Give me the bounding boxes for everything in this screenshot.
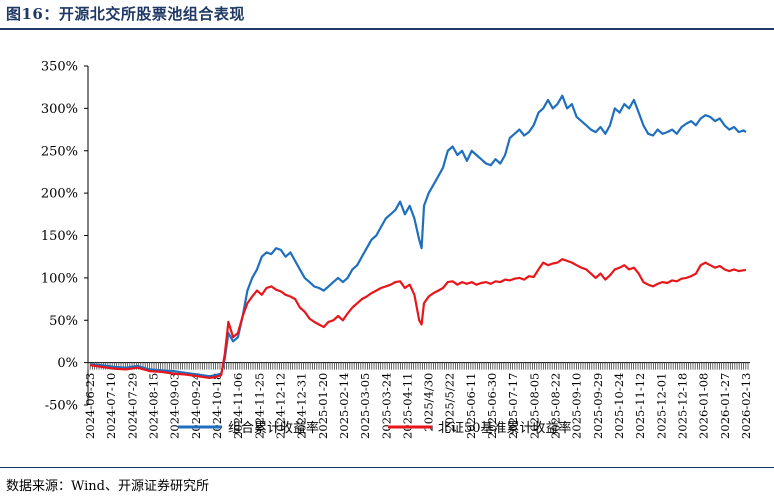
x-tick-label: 2026-02-13 xyxy=(739,373,753,439)
x-tick-label: 2025-10-24 xyxy=(612,373,626,439)
x-tick-label: 2025-12-01 xyxy=(654,373,668,439)
legend-label-1: 组合累计收益率 xyxy=(228,420,319,436)
figure-title: 图16：开源北交所股票池组合表现 xyxy=(6,5,245,23)
x-tick-label: 2025-08-05 xyxy=(527,373,541,439)
series-line-1 xyxy=(89,94,747,378)
x-tick-label: 2025-01-20 xyxy=(316,373,330,439)
x-tick-label: 2024-09-24 xyxy=(189,373,203,439)
y-tick-label: -50% xyxy=(45,399,78,414)
y-tick-label: 200% xyxy=(41,187,78,202)
x-tick-label: 2025-04-11 xyxy=(400,373,414,439)
x-tick-label: 2024-11-25 xyxy=(252,373,266,439)
x-tick-label: 2026-01-27 xyxy=(718,373,732,439)
x-tick-label: 2025-12-18 xyxy=(676,373,690,439)
source-rule xyxy=(0,467,774,468)
x-tick-label: 2024-07-10 xyxy=(104,373,118,439)
x-tick-label: 2025-09-10 xyxy=(570,373,584,439)
series-line-2 xyxy=(89,258,746,379)
x-axis: 2024-06-23 2024-07-10 2024-07-29 2024-08-15… xyxy=(83,362,753,439)
legend: 组合累计收益率 北证50基准累计收益率 xyxy=(178,420,572,436)
y-tick-label: 300% xyxy=(41,102,78,117)
x-tick-label: 2025-03-24 xyxy=(379,373,393,439)
x-tick-label: 2024-08-15 xyxy=(146,373,160,439)
x-tick-label: 2024-06-23 xyxy=(83,373,97,439)
x-tick-label: 2026-01-08 xyxy=(697,373,711,439)
y-tick-label: 250% xyxy=(41,144,78,159)
y-axis: 350% 300% 250% 200% 150% 100% 50% 0% -50% xyxy=(41,60,89,414)
x-tick-label: 2024-10-18 xyxy=(210,373,224,439)
x-tick-label: 2025-11-12 xyxy=(633,373,647,439)
x-tick-label: 2025-06-11 xyxy=(464,373,478,439)
x-tick-label: 2024-12-12 xyxy=(273,373,287,439)
line-chart: 350% 300% 250% 200% 150% 100% 50% 0% -50% 2024-0… xyxy=(41,60,753,439)
x-tick-label: 2024-12-31 xyxy=(295,373,309,439)
x-tick-label: 2025-09-29 xyxy=(591,373,605,439)
y-tick-label: 0% xyxy=(57,356,78,371)
x-tick-label: 2025/5/22 xyxy=(443,373,457,432)
x-tick-label: 2025-07-17 xyxy=(506,373,520,439)
y-tick-label: 100% xyxy=(41,271,78,286)
source-note: 数据来源：Wind、开源证券研究所 xyxy=(6,479,209,494)
x-tick-label: 2024-11-06 xyxy=(231,373,245,439)
y-tick-label: 350% xyxy=(41,60,78,75)
title-rule xyxy=(0,28,774,30)
x-tick-label: 2025-03-05 xyxy=(358,373,372,439)
x-tick-label: 2025/4/30 xyxy=(422,373,436,432)
y-tick-label: 150% xyxy=(41,229,78,244)
x-tick-label: 2024-09-03 xyxy=(168,373,182,439)
plot-area xyxy=(89,94,747,379)
legend-label-2: 北证50基准累计收益率 xyxy=(438,420,572,436)
x-tick-label: 2024-07-29 xyxy=(125,373,139,439)
x-tick-label: 2025-08-22 xyxy=(549,373,563,439)
x-tick-label: 2025-02-14 xyxy=(337,373,351,439)
y-tick-label: 50% xyxy=(49,314,78,329)
x-tick-label: 2025-06-30 xyxy=(485,373,499,439)
